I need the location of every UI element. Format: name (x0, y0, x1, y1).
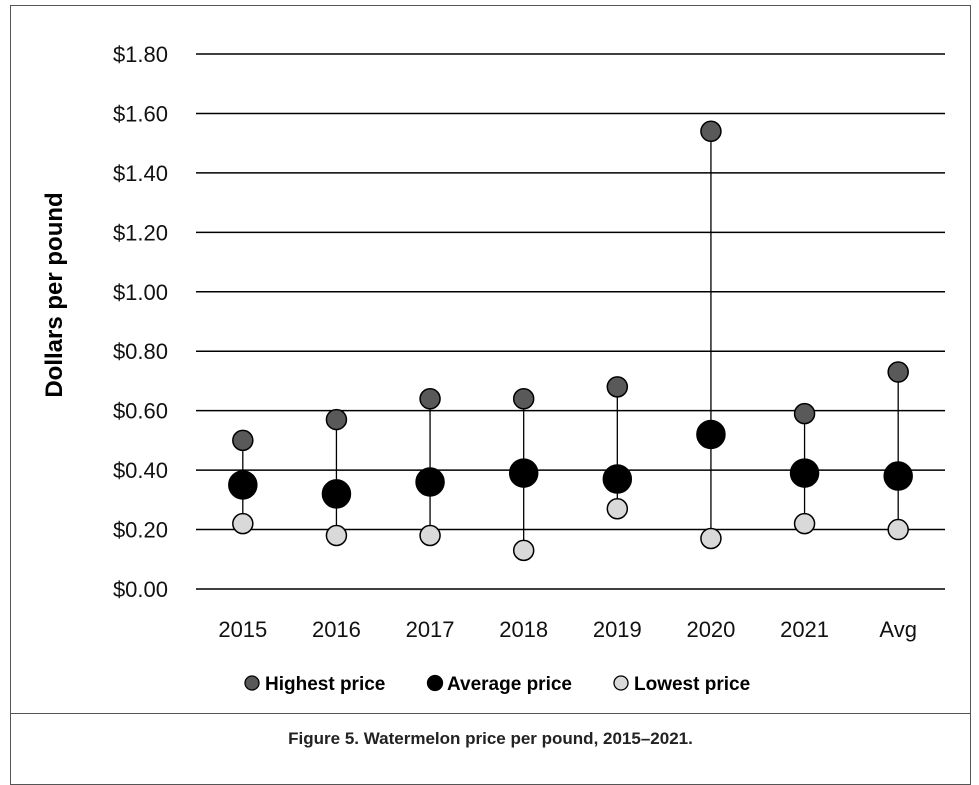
caption-divider (10, 713, 971, 714)
highest-price-point (700, 120, 722, 143)
average-price-point (602, 464, 633, 494)
gridlines (196, 53, 945, 590)
figure-caption: Figure 5. Watermelon price per pound, 20… (288, 729, 693, 748)
y-tick-label: $1.60 (113, 101, 168, 126)
highest-price-point (606, 376, 629, 398)
y-tick-label: $0.00 (113, 577, 168, 602)
highest-price-point (512, 388, 535, 410)
legend-marker (244, 675, 260, 691)
legend-marker (613, 675, 629, 691)
lowest-price-point (793, 512, 816, 535)
y-tick-labels: $0.00 $0.20 $0.40 $0.60 $0.80 $1.00 $1.20 $1.40… (113, 42, 168, 602)
legend-label: Average price (447, 674, 572, 695)
legend-marker (426, 674, 444, 692)
average-price-point (508, 458, 539, 488)
average-price-point (321, 479, 352, 509)
y-tick-label: $1.00 (113, 280, 168, 305)
x-tick-label: 2016 (312, 617, 361, 642)
highest-price-point (232, 429, 254, 452)
y-tick-label: $1.40 (113, 161, 168, 186)
lowest-price-point (887, 518, 909, 541)
legend-label: Highest price (265, 674, 385, 695)
y-axis-label: Dollars per pound (41, 192, 68, 397)
highest-price-point (419, 388, 441, 410)
lowest-price-point (325, 524, 348, 547)
x-tick-label: 2019 (593, 617, 642, 642)
x-tick-label: 2020 (686, 617, 735, 642)
y-tick-label: $0.40 (113, 458, 168, 483)
y-tick-label: $1.20 (113, 220, 168, 245)
highest-price-point (793, 402, 816, 425)
legend-label: Lowest price (634, 674, 750, 695)
highest-price-point (887, 361, 909, 383)
data-points (228, 120, 913, 562)
figure-frame (10, 5, 971, 785)
lowest-price-point (419, 524, 441, 547)
x-tick-label: 2021 (780, 617, 829, 642)
x-tick-label: 2015 (218, 617, 267, 642)
x-tick-labels: 2015 2016 2017 2018 2019 2020 2021 Avg (218, 617, 917, 642)
chart-canvas: Dollars per pound $0.00$0.20$0.40$0.60$0… (41, 42, 945, 695)
lowest-price-point (232, 512, 254, 535)
average-price-point (883, 461, 913, 491)
y-tick-label: $1.80 (113, 42, 168, 67)
y-tick-label: $0.80 (113, 339, 168, 364)
average-price-point (415, 467, 445, 497)
average-price-point (696, 419, 726, 450)
average-price-point (228, 470, 258, 500)
lowest-price-point (606, 498, 629, 520)
lowest-price-point (512, 539, 535, 562)
x-tick-label: Avg (879, 617, 917, 642)
lowest-price-point (700, 527, 722, 550)
x-tick-label: 2018 (499, 617, 548, 642)
average-price-point (789, 458, 820, 488)
y-tick-label: $0.20 (113, 518, 168, 543)
legend: Highest price Average price Lowest price (244, 674, 750, 695)
x-tick-label: 2017 (406, 617, 455, 642)
y-tick-label: $0.60 (113, 399, 168, 424)
highest-price-point (325, 408, 348, 431)
